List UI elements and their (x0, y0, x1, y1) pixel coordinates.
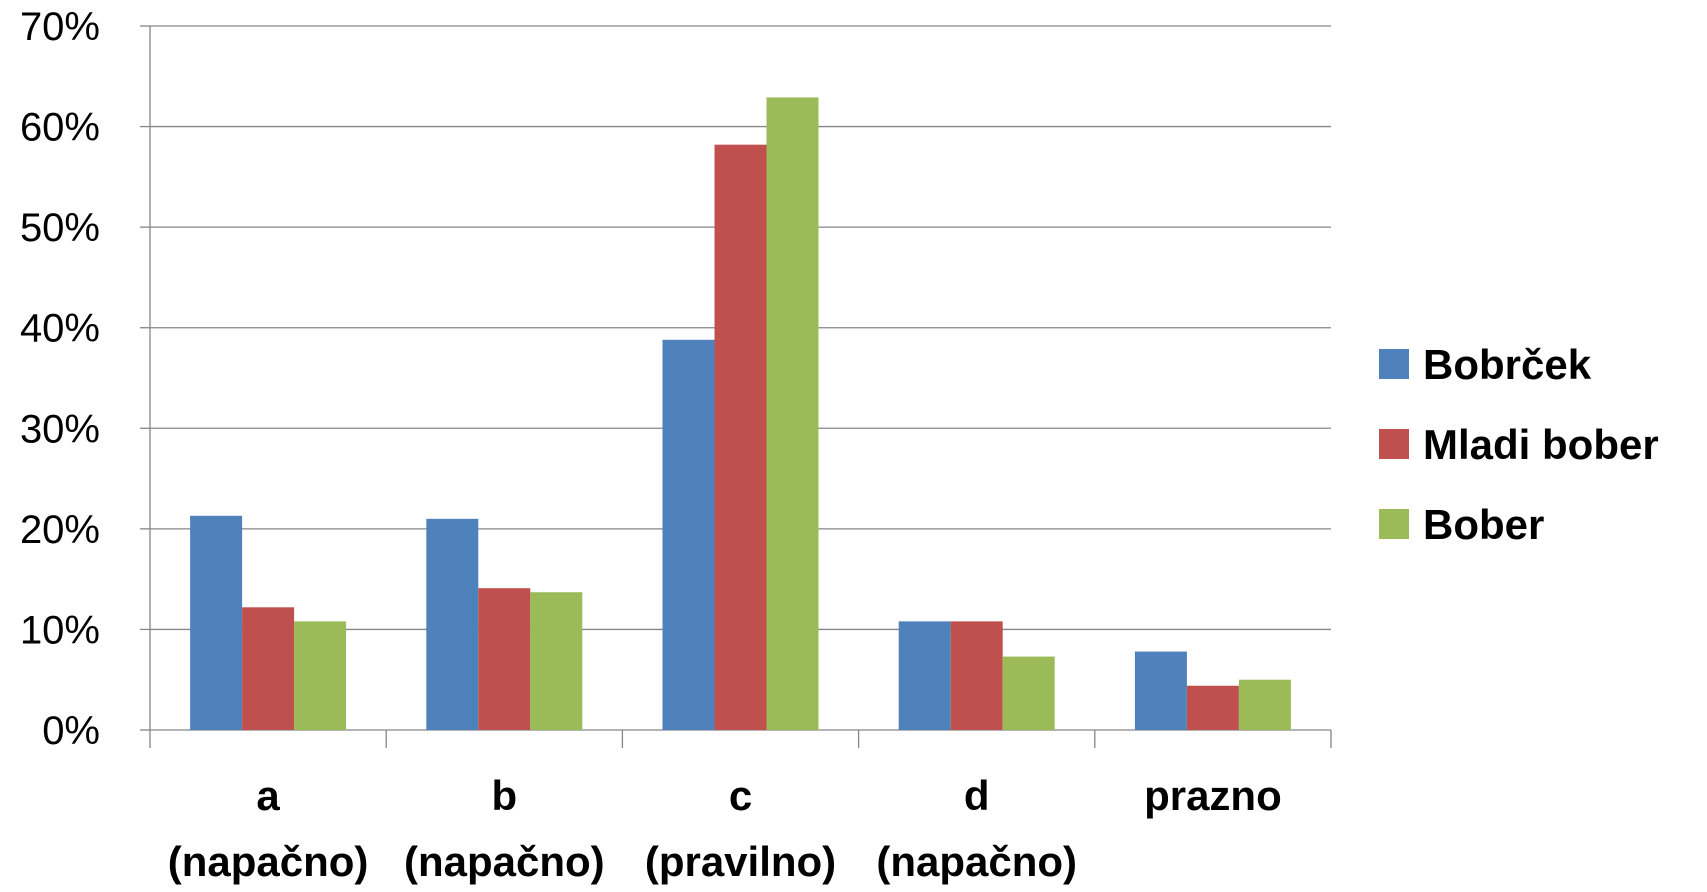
bar (1238, 679, 1291, 730)
bar (950, 621, 1003, 730)
y-tick-label: 60% (20, 106, 100, 150)
x-category-label: c (729, 772, 752, 819)
y-tick-label: 20% (20, 508, 100, 552)
y-tick-label: 70% (20, 5, 100, 49)
bar (1134, 651, 1187, 730)
legend-swatch (1379, 509, 1409, 539)
x-category-label: a (256, 772, 280, 819)
bar (294, 621, 347, 730)
bar (1186, 685, 1239, 730)
bar (662, 339, 715, 730)
y-tick-label: 10% (20, 608, 100, 652)
bar (714, 144, 767, 730)
x-category-label: (pravilno) (645, 838, 836, 885)
bar (766, 97, 819, 731)
x-category-label: (napačno) (876, 838, 1077, 885)
bar (530, 592, 583, 730)
legend-swatch (1379, 349, 1409, 379)
x-category-label: (napačno) (168, 838, 369, 885)
legend-label: Mladi bober (1423, 421, 1659, 468)
y-tick-label: 30% (20, 407, 100, 451)
y-tick-label: 40% (20, 307, 100, 351)
x-category-label: d (964, 772, 990, 819)
x-category-label: prazno (1144, 772, 1282, 819)
legend-swatch (1379, 429, 1409, 459)
bar (426, 518, 479, 730)
bar (478, 588, 531, 730)
bar (1002, 656, 1055, 730)
y-tick-label: 0% (42, 709, 100, 753)
bar (242, 607, 295, 730)
x-category-label: (napačno) (404, 838, 605, 885)
bar (190, 515, 243, 730)
legend-label: Bober (1423, 501, 1544, 548)
y-tick-label: 50% (20, 206, 100, 250)
x-category-label: b (491, 772, 517, 819)
bar (898, 621, 951, 730)
legend-label: Bobrček (1423, 341, 1592, 388)
